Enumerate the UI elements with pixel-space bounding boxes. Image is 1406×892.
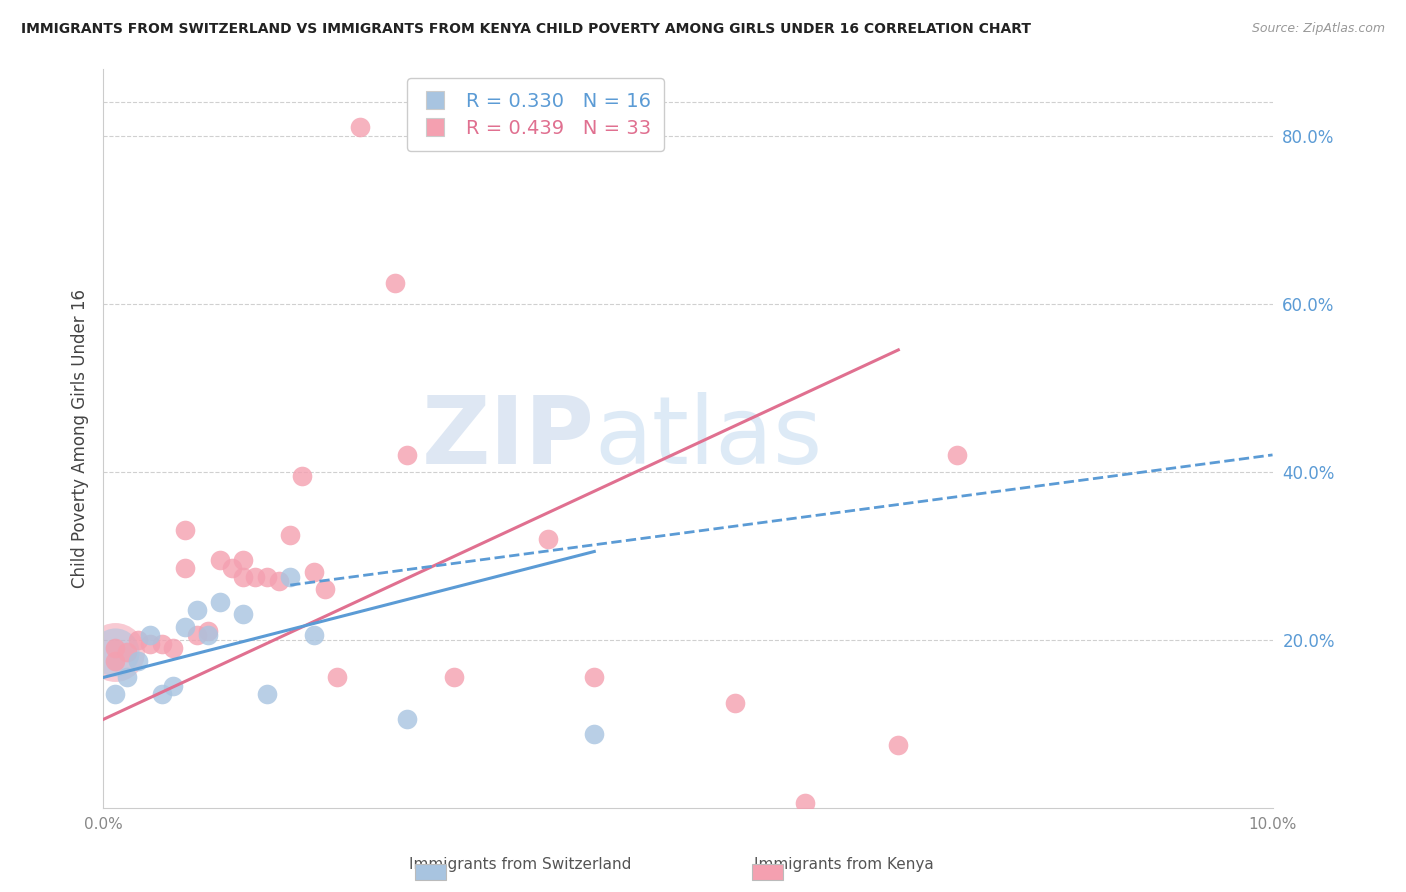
Point: [127, 632, 149, 647]
Point: [396, 713, 419, 727]
Point: [104, 687, 127, 701]
Point: [946, 448, 969, 462]
Point: [139, 628, 162, 642]
Point: [115, 645, 138, 659]
Point: [256, 687, 278, 701]
Point: [139, 637, 162, 651]
Point: [443, 671, 465, 685]
Point: [162, 641, 184, 656]
Point: [302, 566, 325, 580]
Point: [278, 570, 301, 584]
Point: [150, 687, 173, 701]
Point: [104, 654, 127, 668]
Point: [723, 696, 745, 710]
Point: [162, 679, 184, 693]
Point: [186, 603, 208, 617]
Point: [396, 448, 419, 462]
Point: [887, 738, 910, 752]
Point: [209, 595, 232, 609]
Text: atlas: atlas: [595, 392, 823, 484]
Point: [793, 797, 815, 811]
Point: [583, 671, 606, 685]
Text: IMMIGRANTS FROM SWITZERLAND VS IMMIGRANTS FROM KENYA CHILD POVERTY AMONG GIRLS U: IMMIGRANTS FROM SWITZERLAND VS IMMIGRANT…: [21, 22, 1031, 37]
Point: [209, 553, 232, 567]
Point: [349, 120, 371, 135]
Point: [536, 532, 558, 546]
Point: [267, 574, 290, 588]
Text: Source: ZipAtlas.com: Source: ZipAtlas.com: [1251, 22, 1385, 36]
Point: [232, 607, 254, 622]
Point: [197, 628, 219, 642]
Point: [221, 561, 243, 575]
Text: Immigrants from Switzerland: Immigrants from Switzerland: [409, 857, 631, 872]
Point: [127, 654, 149, 668]
Point: [314, 582, 336, 597]
Point: [174, 561, 197, 575]
Point: [291, 469, 314, 483]
Point: [326, 671, 349, 685]
Point: [384, 276, 406, 290]
Point: [174, 620, 197, 634]
Point: [278, 527, 301, 541]
Point: [186, 628, 208, 642]
Point: [197, 624, 219, 639]
Point: [115, 671, 138, 685]
Point: [174, 524, 197, 538]
Point: [104, 645, 127, 659]
Legend: R = 0.330   N = 16, R = 0.439   N = 33: R = 0.330 N = 16, R = 0.439 N = 33: [408, 78, 665, 152]
Point: [302, 628, 325, 642]
Point: [256, 570, 278, 584]
Text: Immigrants from Kenya: Immigrants from Kenya: [754, 857, 934, 872]
Point: [104, 641, 127, 656]
Point: [243, 570, 266, 584]
Point: [150, 637, 173, 651]
Point: [232, 570, 254, 584]
Point: [232, 553, 254, 567]
Point: [583, 727, 606, 741]
Point: [104, 645, 127, 659]
Text: ZIP: ZIP: [422, 392, 595, 484]
Y-axis label: Child Poverty Among Girls Under 16: Child Poverty Among Girls Under 16: [72, 289, 89, 588]
